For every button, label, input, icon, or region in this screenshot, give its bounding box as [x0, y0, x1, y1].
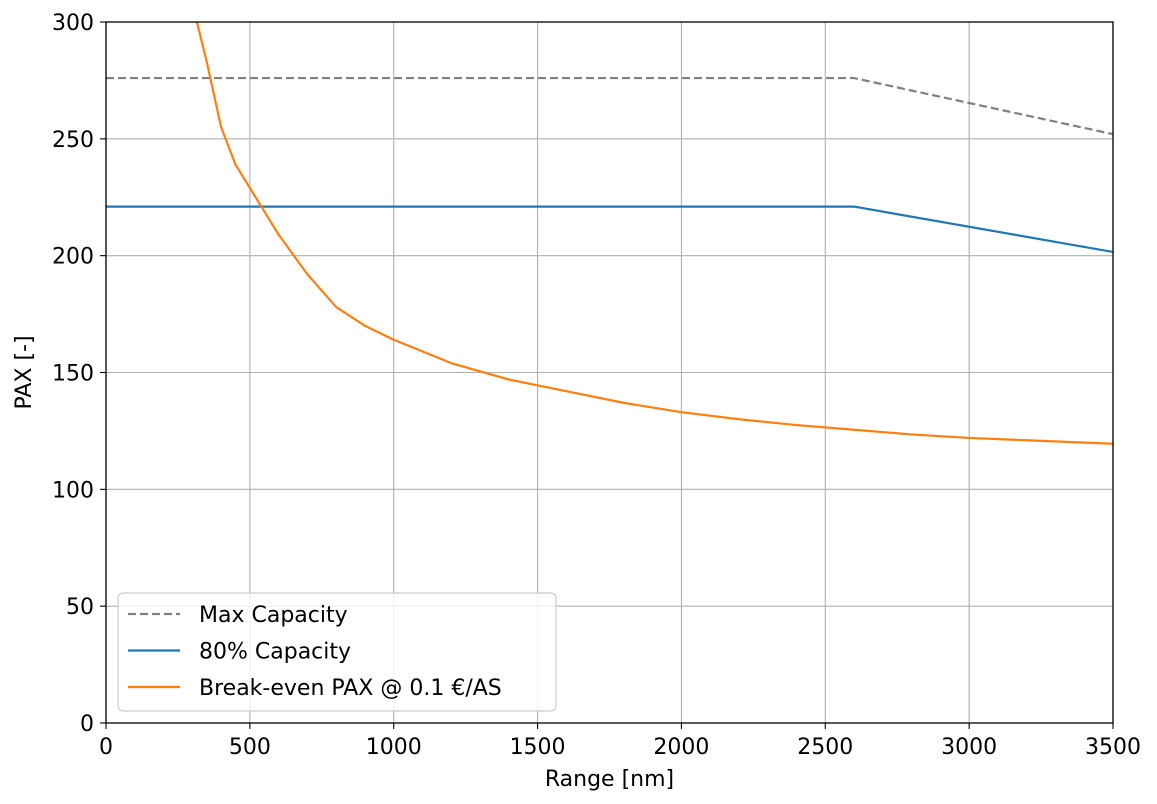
x-tick-label: 0: [99, 735, 113, 760]
y-tick-label: 250: [52, 128, 94, 153]
series-line-0: [106, 76, 1113, 136]
legend-box: [117, 592, 557, 712]
series-line-2: [195, 22, 1113, 445]
x-tick-label: 2000: [653, 735, 709, 760]
legend-label: Max Capacity: [199, 603, 348, 628]
plot-series: [106, 22, 1113, 445]
y-tick-label: 300: [52, 11, 94, 36]
legend-label: 80% Capacity: [199, 640, 351, 665]
y-tick-label: 0: [80, 712, 94, 737]
y-tick-label: 200: [52, 245, 94, 270]
series-line-1: [106, 205, 1113, 254]
axis-ticks: 0 500 1000 1500 2000 2500 3000 3500 0 50 100 150 200…: [52, 11, 1141, 760]
x-tick-label: 3000: [941, 735, 997, 760]
legend: Max Capacity 80% Capacity Break-even PAX @…: [117, 592, 557, 712]
y-tick-label: 150: [52, 362, 94, 387]
x-tick-label: 2500: [797, 735, 853, 760]
x-axis-label: Range [nm]: [545, 767, 674, 792]
y-tick-label: 100: [52, 478, 94, 503]
x-tick-label: 1500: [510, 735, 566, 760]
grid: [105, 21, 1114, 724]
y-tick-label: 50: [66, 595, 94, 620]
y-axis-label: PAX [-]: [12, 335, 37, 409]
x-tick-label: 3500: [1085, 735, 1141, 760]
legend-label: Break-even PAX @ 0.1 €/AS: [199, 676, 502, 701]
x-tick-label: 500: [229, 735, 271, 760]
x-tick-label: 1000: [366, 735, 422, 760]
